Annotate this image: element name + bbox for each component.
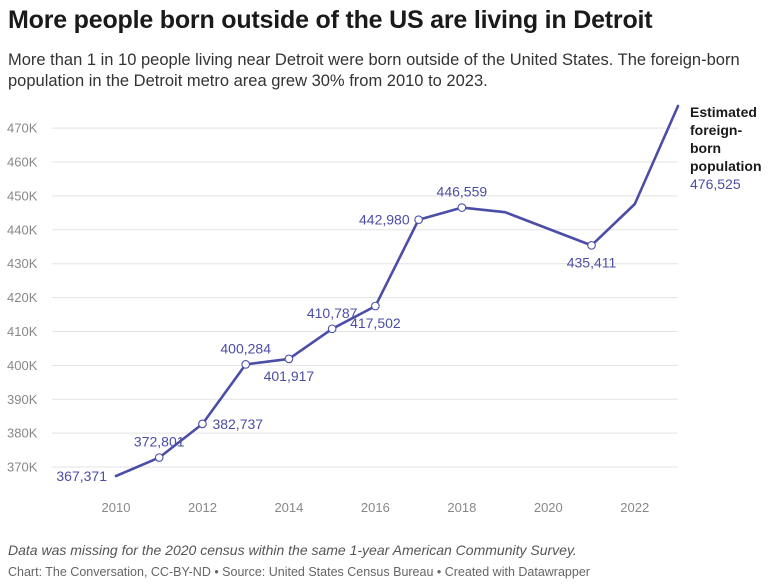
data-label: 372,801 (134, 434, 185, 450)
data-label: 417,502 (350, 315, 401, 331)
y-tick-label: 440K (7, 222, 38, 237)
data-point-marker (371, 301, 380, 311)
series-end-value-label: 476,525 (690, 176, 741, 192)
y-tick-label: 450K (7, 188, 38, 203)
data-label: 410,787 (307, 305, 358, 321)
x-axis-ticks: 2010 2012 2014 2016 2018 2020 2022 (102, 500, 650, 515)
series-name-label: population (690, 158, 762, 174)
series-name-label: Estimated (690, 104, 757, 120)
x-tick-label: 2014 (274, 500, 303, 515)
data-point-marker (241, 360, 251, 369)
gridlines (52, 127, 678, 468)
data-label: 367,371 (56, 468, 107, 484)
y-axis-ticks: 370K 380K 390K 400K 410K 420K 430K 440K 450K 460K… (7, 121, 38, 475)
data-point-marker (198, 419, 207, 429)
y-tick-label: 460K (7, 155, 38, 170)
x-tick-label: 2010 (102, 500, 131, 515)
data-point-marker (154, 453, 164, 462)
data-label: 442,980 (359, 212, 410, 228)
x-tick-label: 2016 (361, 500, 390, 515)
y-tick-label: 420K (7, 290, 38, 305)
series-name-label: born (690, 140, 721, 156)
series-layer (114, 104, 680, 478)
data-label: 401,917 (264, 368, 315, 384)
data-point-marker (587, 241, 596, 250)
x-tick-label: 2020 (534, 500, 563, 515)
data-point-marker (414, 215, 423, 225)
chart-footer: Chart: The Conversation, CC-BY-ND • Sour… (8, 565, 590, 579)
data-point-marker (457, 203, 467, 212)
chart-subtitle: More than 1 in 10 people living near Det… (8, 51, 740, 90)
x-tick-label: 2012 (188, 500, 217, 515)
series-name-label: foreign- (690, 122, 742, 138)
y-tick-label: 390K (7, 392, 38, 407)
data-labels: 367,371 372,801 382,737 400,284 401,917 410,7… (56, 184, 616, 484)
y-tick-label: 400K (7, 358, 38, 373)
data-label: 435,411 (567, 254, 617, 270)
x-tick-label: 2022 (620, 500, 649, 515)
y-tick-label: 410K (7, 324, 38, 339)
line-chart: 370K 380K 390K 400K 410K 420K 430K 440K 450K 460K… (7, 104, 762, 515)
data-point-marker (284, 354, 294, 364)
data-label: 382,737 (212, 416, 263, 432)
chart-title: More people born outside of the US are l… (8, 6, 653, 34)
data-label: 446,559 (437, 184, 488, 200)
x-tick-label: 2018 (447, 500, 476, 515)
data-label: 400,284 (220, 340, 271, 356)
chart-note: Data was missing for the 2020 census wit… (8, 542, 577, 558)
y-tick-label: 380K (7, 426, 38, 441)
y-tick-label: 430K (7, 256, 38, 271)
y-tick-label: 370K (7, 460, 38, 475)
series-end-label: Estimated foreign-born population 476,525 (690, 104, 762, 192)
y-tick-label: 470K (7, 121, 38, 136)
data-point-marker (327, 324, 337, 334)
